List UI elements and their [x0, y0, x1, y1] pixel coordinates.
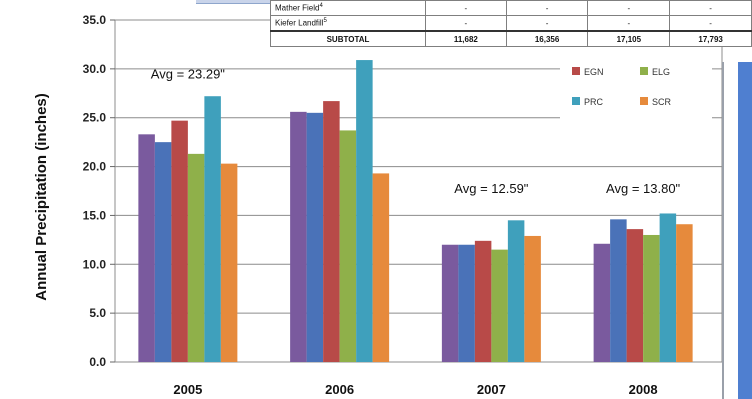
bar [323, 101, 340, 363]
y-tick-label: 5.0 [89, 306, 106, 320]
right-edge-panel [722, 62, 752, 399]
table-cell: - [669, 15, 752, 32]
legend-box [560, 62, 712, 120]
bar [458, 244, 475, 362]
right-edge-fill [738, 62, 752, 399]
bar [441, 244, 459, 362]
average-annotation: Avg = 12.59" [454, 181, 529, 196]
bar [339, 130, 357, 362]
bar [154, 142, 172, 362]
bar [187, 153, 205, 362]
bar [356, 60, 373, 362]
y-tick-label: 20.0 [83, 160, 107, 174]
legend-label: SCR [652, 97, 672, 107]
y-tick-label: 10.0 [83, 257, 107, 271]
x-category-label: 2008 [629, 382, 658, 397]
y-tick-label: 25.0 [83, 111, 107, 125]
x-category-label: 2006 [325, 382, 354, 397]
average-annotation: Avg = 23.29" [151, 67, 226, 82]
table-cell: - [425, 15, 507, 32]
table-row: Kiefer Landfill5- - - - [270, 15, 752, 32]
bar [659, 213, 677, 362]
table-cell: - [587, 0, 671, 16]
table-cell: 16,356 [505, 30, 589, 47]
bar [220, 163, 238, 362]
bar [290, 111, 307, 362]
bar [306, 112, 324, 362]
y-tick-label: 35.0 [83, 13, 107, 27]
bar [138, 134, 155, 362]
table-cell: - [505, 15, 589, 32]
average-annotation: Avg = 13.80" [606, 181, 681, 196]
table-row-label: Mather Field4 [270, 0, 426, 16]
bar [593, 243, 611, 362]
legend-swatch [640, 97, 648, 105]
bar [204, 96, 221, 363]
plot-area: 0.0 5.0 10.0 15.0 20.0 25.0 30.0 35.0 2005 2006 20… [83, 13, 723, 397]
bar [676, 224, 693, 362]
legend-swatch [640, 67, 648, 75]
overlay-table: Mather Field4- - - - Kiefer Landfill5- - - - SUB… [270, 0, 752, 47]
table-row-label: Kiefer Landfill5 [270, 15, 426, 32]
table-row-label: SUBTOTAL [270, 30, 426, 47]
legend-swatch [572, 67, 580, 75]
bar [626, 229, 644, 362]
y-axis-label: Annual Precipitation (inches) [33, 93, 50, 301]
table-cell: - [587, 15, 671, 32]
bar [643, 234, 660, 362]
bar [610, 219, 627, 362]
bar [524, 235, 541, 362]
bar [507, 220, 525, 362]
y-tick-label: 30.0 [83, 62, 107, 76]
bar [372, 173, 390, 362]
bar [171, 120, 188, 362]
x-category-label: 2007 [477, 382, 506, 397]
table-cell: 17,105 [587, 30, 671, 47]
y-tick-label: 0.0 [89, 355, 106, 369]
table-cell: - [669, 0, 752, 16]
table-cell: - [425, 0, 507, 16]
bar [491, 249, 508, 362]
legend-label: EGN [584, 67, 604, 77]
bar [474, 240, 492, 362]
table-row: SUBTOTAL 11,682 16,356 17,105 17,793 [270, 30, 752, 47]
table-cell: - [505, 0, 589, 16]
legend-label: ELG [652, 67, 670, 77]
table-cell: 17,793 [669, 30, 752, 47]
y-tick-label: 15.0 [83, 208, 107, 222]
table-cell: 11,682 [425, 30, 507, 47]
top-strip [196, 0, 270, 4]
legend-swatch [572, 97, 580, 105]
legend-label: PRC [584, 97, 604, 107]
table-row: Mather Field4- - - - [270, 0, 752, 16]
x-category-label: 2005 [173, 382, 202, 397]
